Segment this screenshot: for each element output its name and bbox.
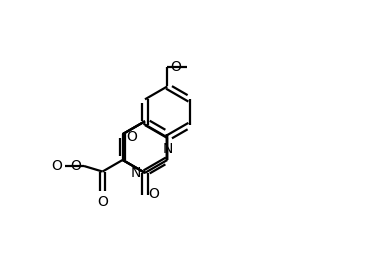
Text: O: O bbox=[97, 195, 108, 208]
Text: O: O bbox=[126, 130, 137, 144]
Text: O: O bbox=[52, 159, 62, 173]
Text: N: N bbox=[131, 166, 141, 180]
Text: N: N bbox=[162, 142, 173, 156]
Text: O: O bbox=[149, 187, 159, 201]
Text: O: O bbox=[71, 159, 81, 173]
Text: O: O bbox=[170, 60, 181, 74]
